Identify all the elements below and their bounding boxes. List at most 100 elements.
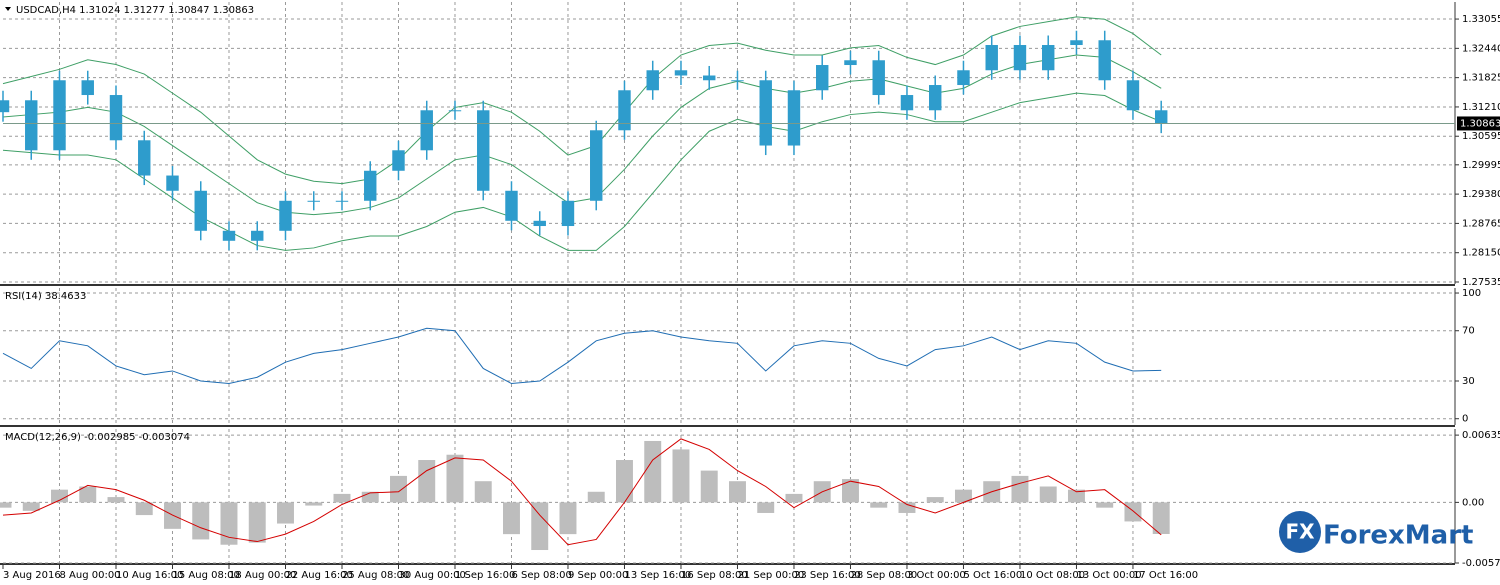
macd-bar xyxy=(305,502,323,506)
macd-bar xyxy=(0,502,12,508)
candle-body xyxy=(1041,45,1055,71)
y-tick-label: 1.27535 xyxy=(1462,277,1500,288)
candle-body xyxy=(0,100,10,113)
candle-body xyxy=(561,200,575,227)
candle-body xyxy=(618,90,631,131)
macd-bar xyxy=(135,502,153,516)
candle-body xyxy=(816,65,829,91)
y-tick-label: 100 xyxy=(1462,288,1481,299)
macd-bar xyxy=(587,491,605,503)
y-tick-label: 1.29995 xyxy=(1462,160,1500,171)
macd-bar xyxy=(418,460,436,503)
x-tick-label: 23 Sep 16:00 xyxy=(794,570,861,581)
y-tick-label: -0.005726 xyxy=(1462,558,1500,569)
candle-body xyxy=(646,70,659,91)
candle-body xyxy=(929,85,942,111)
macd-bar xyxy=(390,475,407,503)
macd-bar xyxy=(107,497,125,503)
x-tick-label: 6 Sep 08:00 xyxy=(511,570,571,581)
x-tick-label: 9 Sep 00:00 xyxy=(568,570,628,581)
candle-body xyxy=(53,80,66,151)
y-tick-label: 0.00 xyxy=(1462,497,1484,508)
price-label: 1.30863 xyxy=(1460,118,1500,129)
macd-bar xyxy=(333,493,351,503)
candle-body xyxy=(1070,40,1083,46)
candle-body xyxy=(900,95,914,111)
macd-bar xyxy=(616,460,633,503)
macd-bar xyxy=(79,486,97,503)
candle-body xyxy=(307,200,320,202)
x-tick-label: 13 Oct 00:00 xyxy=(1076,570,1141,581)
x-tick-label: 21 Sep 00:00 xyxy=(737,570,804,581)
candle-body xyxy=(505,190,518,221)
candle-body xyxy=(448,110,462,112)
macd-bar xyxy=(785,493,803,503)
x-tick-label: 5 Oct 16:00 xyxy=(963,570,1022,581)
candle-body xyxy=(364,170,377,201)
signal-line xyxy=(2,438,1162,546)
candle-body xyxy=(703,75,716,81)
x-tick-label: 22 Aug 16:00 xyxy=(285,570,352,581)
candle-body xyxy=(1126,80,1140,111)
x-tick-label: 8 Aug 00:00 xyxy=(59,570,120,581)
macd-bar xyxy=(531,502,549,551)
candle-body xyxy=(985,45,998,71)
macd-bar xyxy=(277,502,294,524)
candle-body xyxy=(420,110,433,151)
bollinger-band xyxy=(2,16,1162,185)
candle-body xyxy=(335,200,349,202)
macd-bar xyxy=(503,502,520,535)
y-tick-label: 1.33055 xyxy=(1462,14,1500,25)
x-tick-label: 1 Sep 16:00 xyxy=(455,570,515,581)
candle-body xyxy=(731,80,744,82)
candle-body xyxy=(25,100,38,151)
macd-bar xyxy=(220,502,238,545)
x-tick-label: 10 Aug 16:00 xyxy=(116,570,183,581)
candle-body xyxy=(166,175,179,191)
candle-body xyxy=(590,130,603,201)
macd-bar xyxy=(700,470,718,503)
candle-body xyxy=(674,70,688,76)
y-tick-label: 0.006353 xyxy=(1462,430,1500,441)
price-label-box xyxy=(1457,116,1500,131)
x-tick-label: 13 Sep 16:00 xyxy=(624,570,691,581)
macd-bar xyxy=(361,491,379,503)
y-tick-label: 1.28765 xyxy=(1462,218,1500,229)
macd-bar xyxy=(1152,502,1170,534)
logo-mark: FX xyxy=(1285,520,1315,544)
macd-bar xyxy=(672,449,690,503)
panel-title: MACD(12,26,9) -0.002985 -0.003074 xyxy=(5,432,190,443)
candle-body xyxy=(222,230,236,241)
macd-bar xyxy=(870,502,888,508)
x-tick-label: 3 Aug 2016 xyxy=(3,570,61,581)
candle-body xyxy=(392,150,405,171)
x-tick-label: 28 Sep 08:00 xyxy=(850,570,917,581)
y-tick-label: 1.31210 xyxy=(1462,102,1500,113)
macd-bar xyxy=(192,502,210,540)
y-tick-label: 1.29380 xyxy=(1462,189,1500,200)
candle-body xyxy=(1154,110,1168,124)
panel-title: RSI(14) 38.4633 xyxy=(5,291,86,302)
macd-bar xyxy=(446,454,464,503)
x-tick-label: 3 Oct 00:00 xyxy=(907,570,966,581)
rsi-line xyxy=(2,327,1162,385)
candle-body xyxy=(81,80,94,96)
macd-bar xyxy=(841,479,859,503)
logo: FX ForexMart xyxy=(1279,511,1473,553)
bollinger-band xyxy=(2,54,1162,216)
candle-body xyxy=(872,60,885,96)
x-tick-label: 15 Aug 08:00 xyxy=(172,570,239,581)
x-tick-label: 17 Oct 16:00 xyxy=(1133,570,1198,581)
panel-title: USDCAD,H4 1.31024 1.31277 1.30847 1.3086… xyxy=(16,5,254,16)
candle-body xyxy=(957,70,970,86)
y-tick-label: 0 xyxy=(1462,414,1468,425)
candle-body xyxy=(194,190,207,231)
macd-bar xyxy=(898,502,916,513)
candle-body xyxy=(138,140,151,176)
y-tick-label: 1.31825 xyxy=(1462,73,1500,84)
macd-bar xyxy=(22,502,40,511)
candle-body xyxy=(1013,45,1027,71)
macd-bar xyxy=(729,481,746,503)
candle-body xyxy=(533,220,546,227)
